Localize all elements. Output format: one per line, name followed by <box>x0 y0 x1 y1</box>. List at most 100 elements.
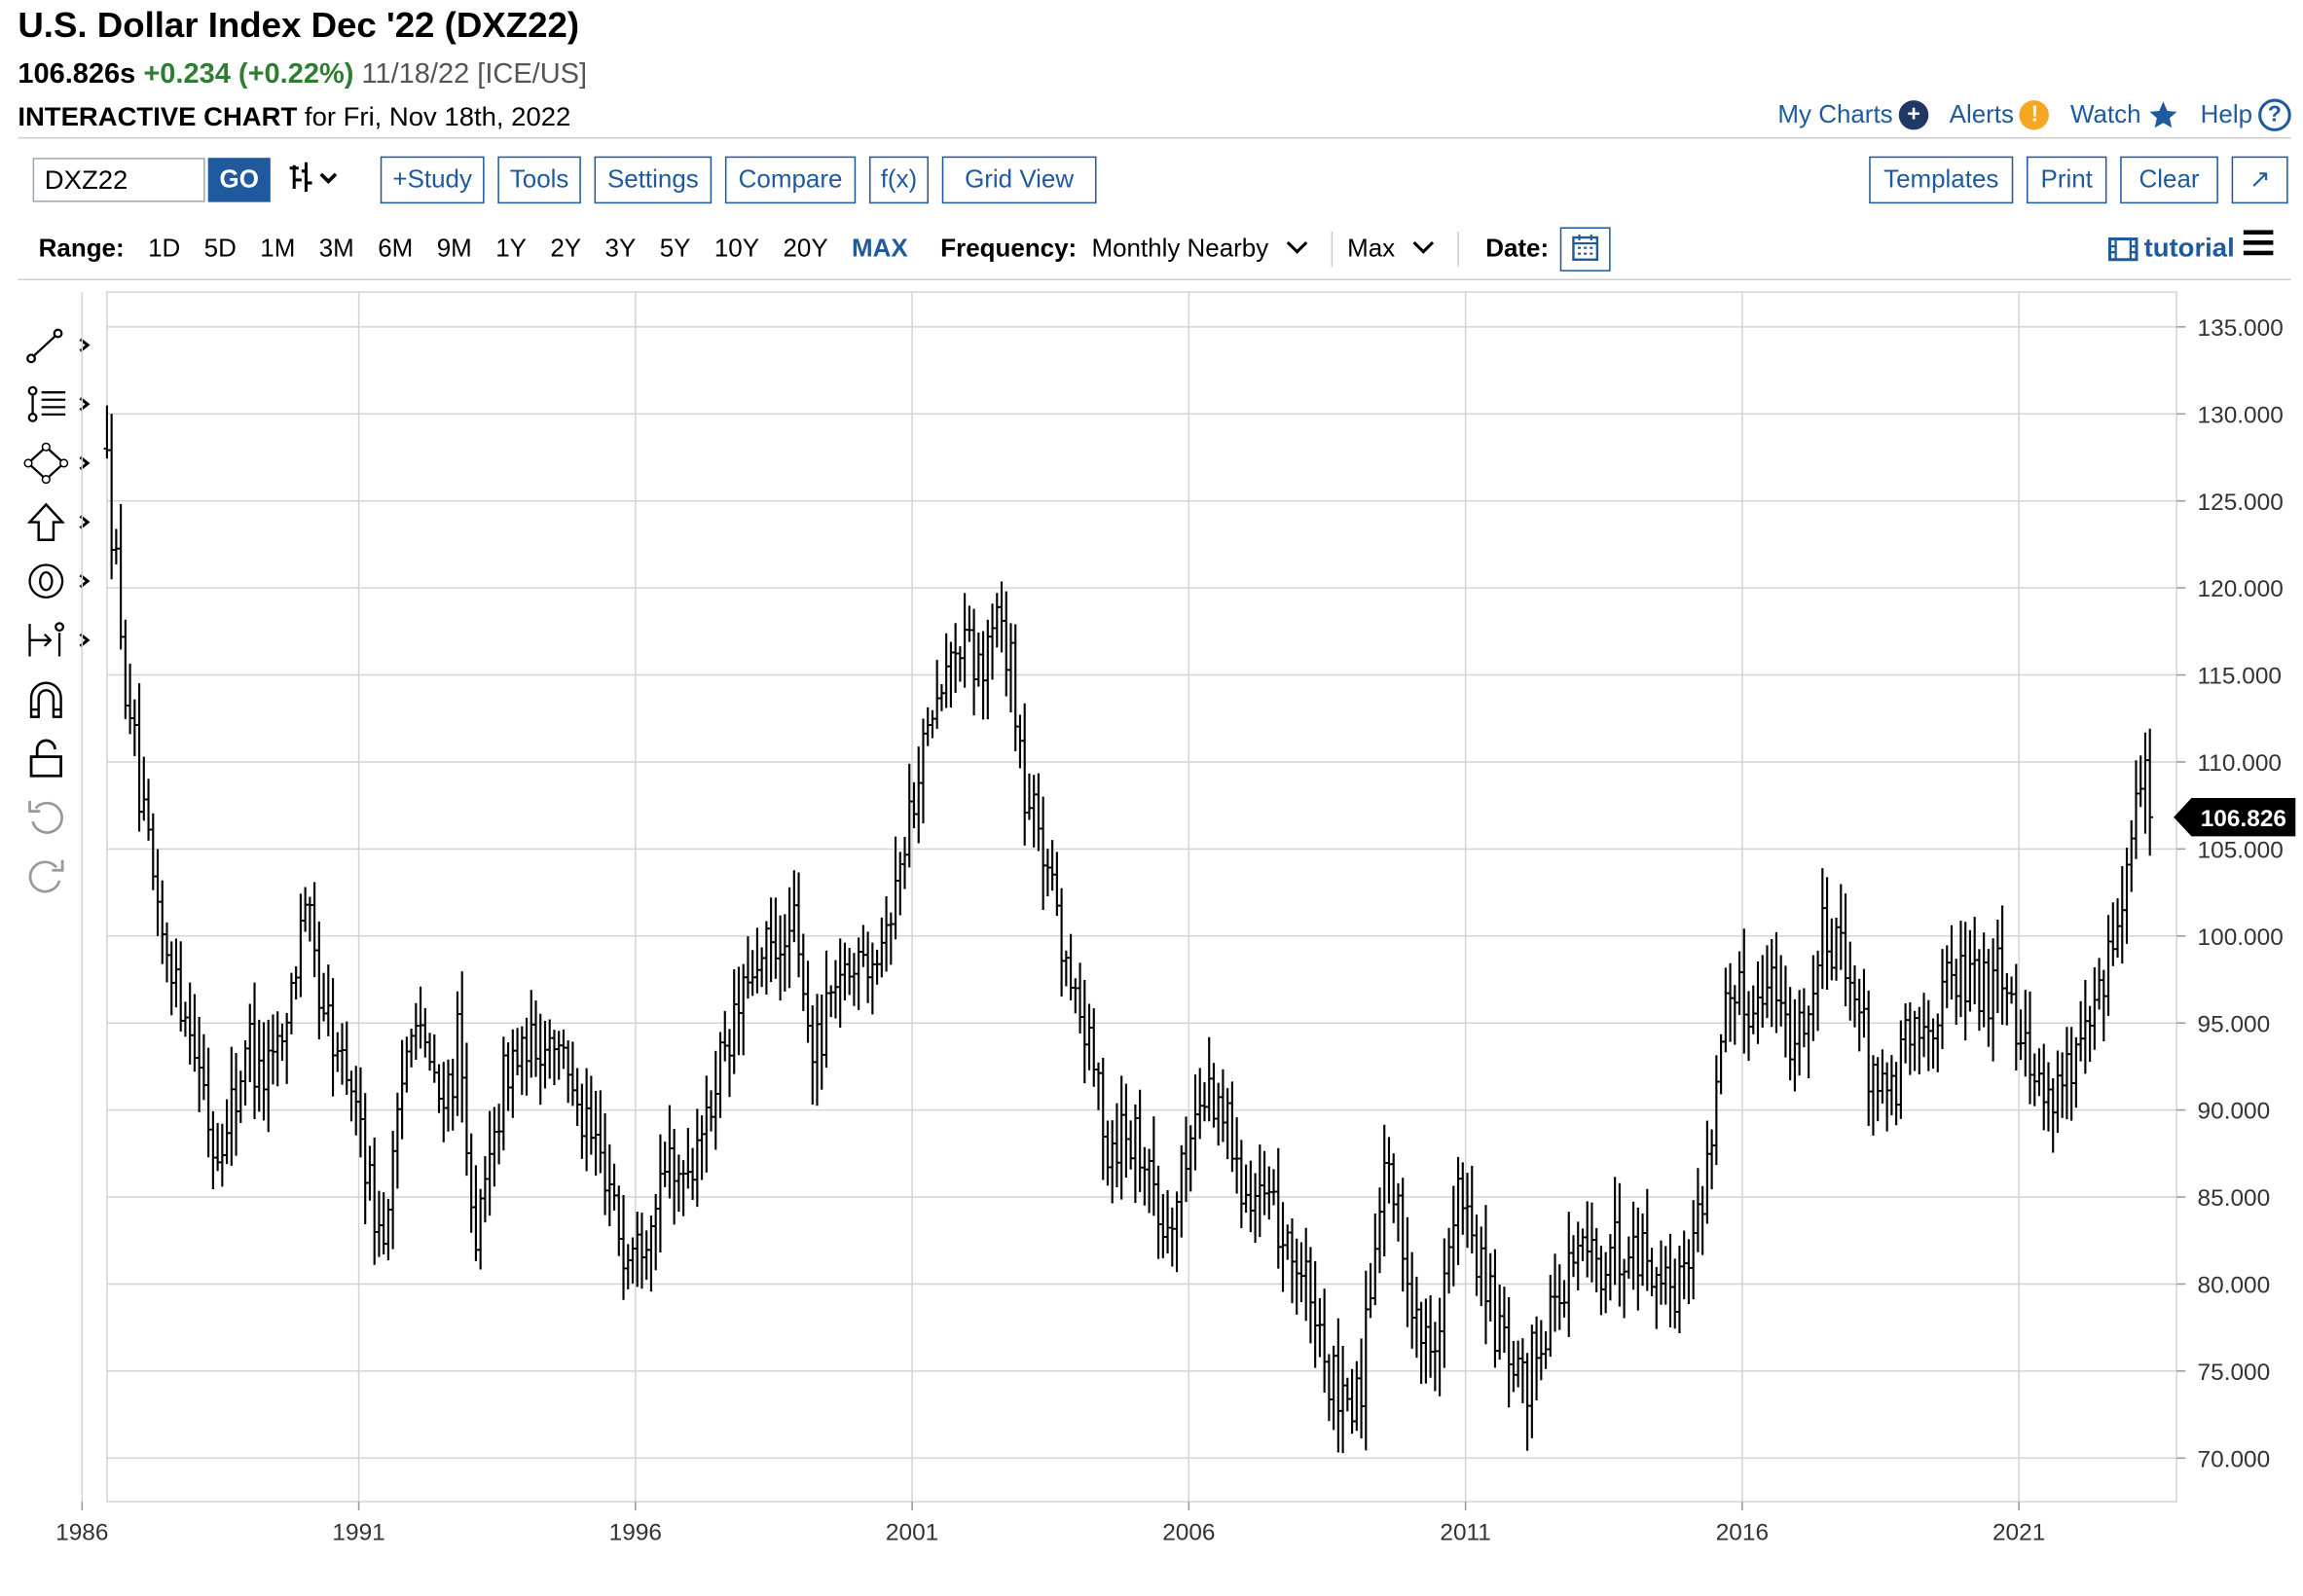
frequency-select[interactable]: Monthly Nearby <box>1091 233 1316 264</box>
range-3y[interactable]: 3Y <box>604 234 637 263</box>
help-icon: ? <box>2258 98 2291 131</box>
range-6m[interactable]: 6M <box>378 234 414 263</box>
price-change: +0.234 (+0.22%) <box>143 58 354 91</box>
y-tick-label: 95.000 <box>2198 1011 2271 1037</box>
undo-button[interactable] <box>20 787 97 847</box>
range-5d[interactable]: 5D <box>203 234 237 263</box>
range-1d[interactable]: 1D <box>148 234 181 263</box>
range-20y[interactable]: 20Y <box>783 234 828 263</box>
x-tick-label: 2001 <box>886 1519 938 1545</box>
shape-tool-icon <box>23 442 91 485</box>
film-icon <box>2107 236 2138 261</box>
alerts-label: Alerts <box>1949 100 2015 128</box>
divider <box>18 278 2291 280</box>
range-3m[interactable]: 3M <box>318 234 354 263</box>
grid-view-button[interactable]: Grid View <box>941 156 1097 204</box>
expand-button[interactable]: ↗ <box>2231 156 2288 204</box>
separator <box>1457 231 1459 268</box>
separator <box>1331 231 1333 268</box>
range-2y[interactable]: 2Y <box>550 234 582 263</box>
y-tick-label: 110.000 <box>2198 750 2282 777</box>
my-charts-link[interactable]: My Charts + <box>1777 100 1929 130</box>
range-9m[interactable]: 9M <box>436 234 472 263</box>
magnet-icon <box>29 681 62 718</box>
magnet-tool[interactable] <box>20 670 97 729</box>
my-charts-label: My Charts <box>1777 100 1893 128</box>
y-tick-label: 115.000 <box>2198 664 2282 690</box>
price-chart[interactable]: 135.000 130.000 125.000 120.000 115.000 110.0… <box>0 280 2303 1564</box>
study-button[interactable]: +Study <box>380 156 485 204</box>
templates-button[interactable]: Templates <box>1869 156 2014 204</box>
y-tick-label: 80.000 <box>2198 1273 2271 1299</box>
redo-icon <box>28 859 64 893</box>
ic-date: for Fri, Nov 18th, 2022 <box>304 101 571 131</box>
watch-label: Watch <box>2070 100 2141 128</box>
help-label: Help <box>2200 100 2253 128</box>
frequency-value: Monthly Nearby <box>1091 234 1269 263</box>
print-button[interactable]: Print <box>2027 156 2107 204</box>
x-tick-label: 1986 <box>55 1519 108 1545</box>
star-icon <box>2149 101 2177 128</box>
y-tick-label: 70.000 <box>2198 1446 2271 1472</box>
lock-icon <box>29 739 62 778</box>
range-10y[interactable]: 10Y <box>713 234 760 263</box>
date-label: Date: <box>1485 234 1550 263</box>
clear-button[interactable]: Clear <box>2120 156 2218 204</box>
x-tick-label: 2016 <box>1716 1519 1769 1545</box>
range-max[interactable]: MAX <box>852 234 908 263</box>
y-tick-label: 100.000 <box>2198 925 2284 951</box>
x-tick-label: 1996 <box>609 1519 662 1545</box>
aggregation-select[interactable]: Max <box>1347 233 1443 264</box>
help-link[interactable]: Help ? <box>2200 98 2291 131</box>
quote-meta: 11/18/22 [ICE/US] <box>361 58 588 91</box>
range-1y[interactable]: 1Y <box>495 234 527 263</box>
page-title: U.S. Dollar Index Dec '22 (DXZ22) <box>18 6 580 46</box>
settings-button[interactable]: Settings <box>594 156 713 204</box>
shape-tool[interactable] <box>20 434 97 493</box>
calendar-icon <box>1572 234 1599 261</box>
quote-line: 106.826s +0.234 (+0.22%) 11/18/22 [ICE/U… <box>18 59 587 91</box>
tools-button[interactable]: Tools <box>497 156 581 204</box>
compare-button[interactable]: Compare <box>724 156 857 204</box>
go-button[interactable]: GO <box>207 158 271 202</box>
bar-type-selector[interactable] <box>285 160 345 205</box>
chevron-down-icon <box>1286 233 1307 254</box>
symbol-input[interactable]: DXZ22 <box>32 158 205 202</box>
menu-icon[interactable] <box>2243 230 2274 256</box>
x-tick-label: 1991 <box>332 1519 384 1545</box>
x-tick-label: 2011 <box>1440 1519 1491 1545</box>
plus-icon: + <box>1898 100 1929 130</box>
x-tick-label: 2006 <box>1162 1519 1215 1545</box>
range-1m[interactable]: 1M <box>260 234 296 263</box>
y-tick-label: 125.000 <box>2198 490 2284 516</box>
aggregation-value: Max <box>1347 234 1396 263</box>
tutorial-link[interactable]: tutorial <box>2107 233 2235 264</box>
range-bar: Range: 1D 5D 1M 3M 6M 9M 1Y 2Y 3Y 5Y 10Y 20Y MAX Fre… <box>39 227 1612 272</box>
chevron-down-icon <box>1412 233 1434 254</box>
frequency-label: Frequency: <box>940 234 1078 263</box>
y-tick-label: 130.000 <box>2198 402 2284 428</box>
calendar-button[interactable] <box>1560 227 1612 272</box>
undo-icon <box>28 801 63 834</box>
watch-link[interactable]: Watch <box>2070 99 2179 131</box>
y-tick-label: 135.000 <box>2198 315 2284 342</box>
y-tick-label: 90.000 <box>2198 1099 2271 1125</box>
alert-icon: ! <box>2020 100 2050 130</box>
y-tick-label: 105.000 <box>2198 838 2284 864</box>
tutorial-label: tutorial <box>2143 233 2235 263</box>
redo-button[interactable] <box>20 847 97 906</box>
interactive-chart-line: INTERACTIVE CHART for Fri, Nov 18th, 202… <box>18 102 570 133</box>
y-tick-label: 85.000 <box>2198 1185 2271 1212</box>
last-price-label: 106.826 <box>2201 806 2286 832</box>
range-5y[interactable]: 5Y <box>659 234 691 263</box>
range-list: 1D 5D 1M 3M 6M 9M 1Y 2Y 3Y 5Y 10Y 20Y MAX <box>136 235 920 264</box>
fx-button[interactable]: f(x) <box>868 156 929 204</box>
top-links: My Charts + Alerts ! Watch Help ? <box>1777 98 2291 131</box>
ic-label: INTERACTIVE CHART <box>18 101 298 131</box>
alerts-link[interactable]: Alerts ! <box>1949 100 2050 130</box>
x-tick-label: 2021 <box>1992 1519 2045 1545</box>
lock-tool[interactable] <box>20 729 97 788</box>
plot-frame <box>106 291 2177 1503</box>
last-price: 106.826s <box>18 58 136 91</box>
bar-type-icon <box>289 162 338 193</box>
